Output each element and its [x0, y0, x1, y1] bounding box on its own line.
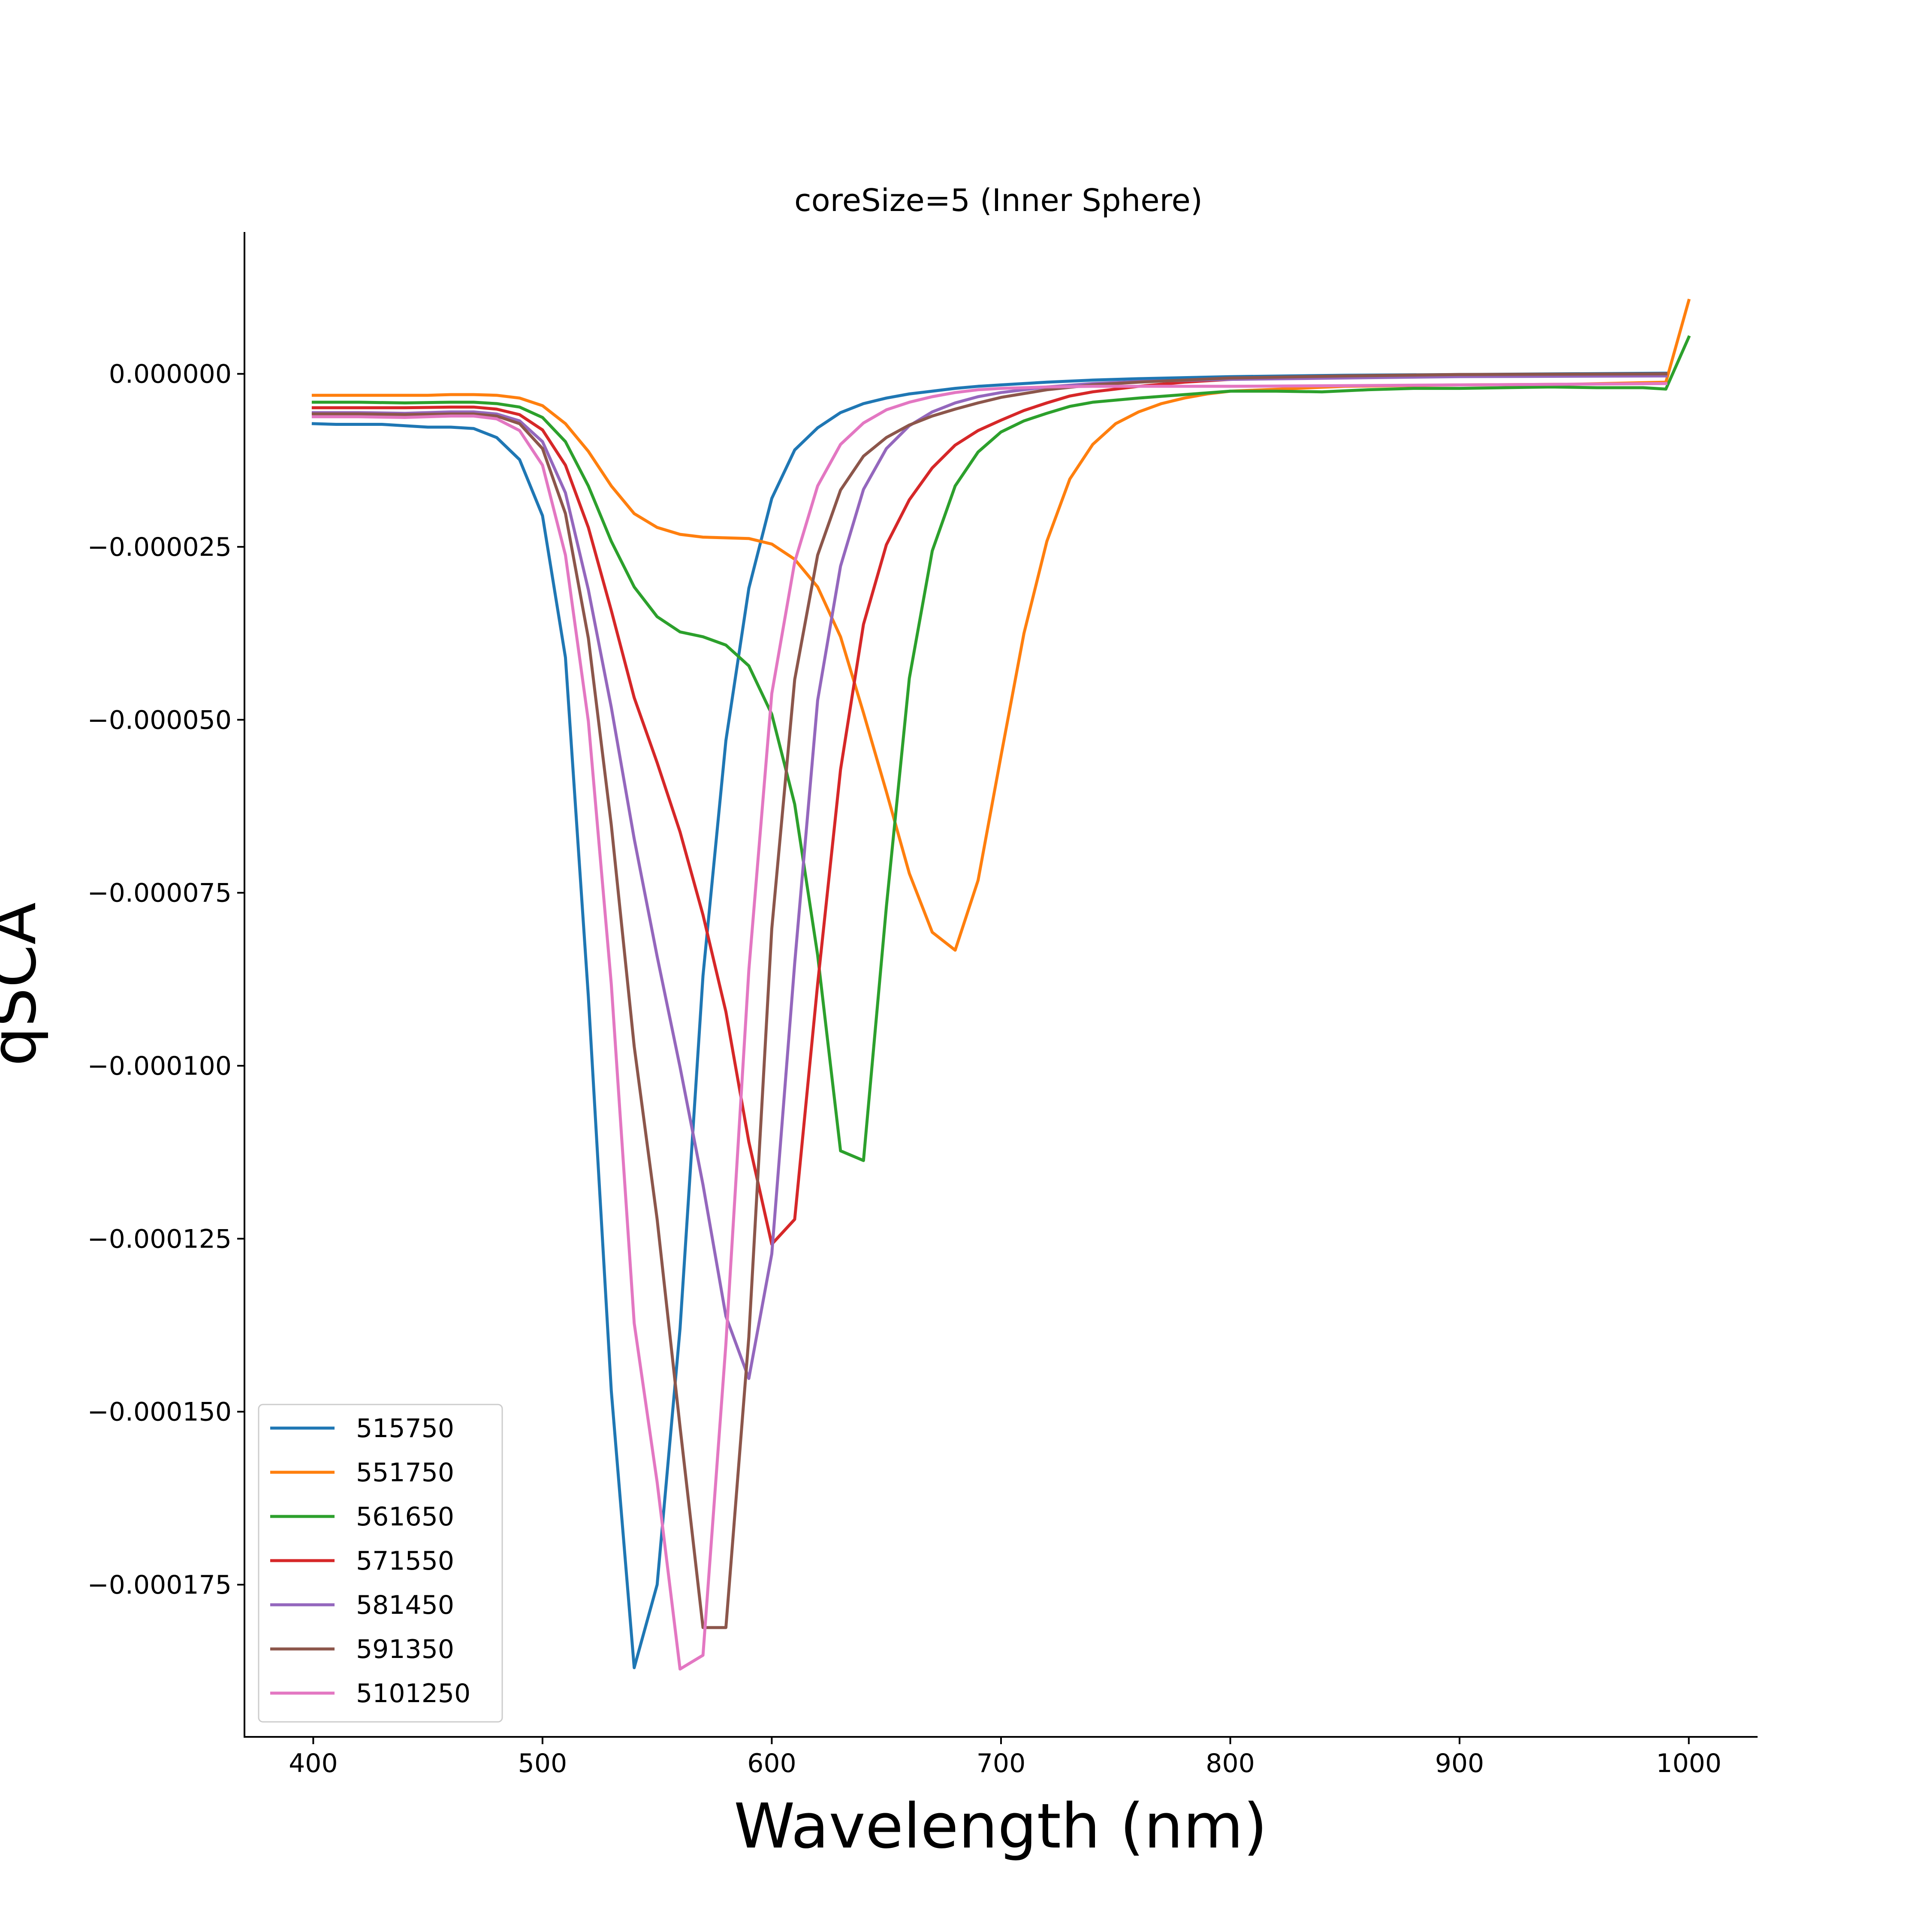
legend-label: 561650: [356, 1502, 454, 1532]
x-tick-label: 800: [1206, 1748, 1255, 1778]
x-ticks: 400 500 600 700 800 900 1000: [289, 1737, 1722, 1778]
x-tick-label: 900: [1435, 1748, 1484, 1778]
y-axis-label: qSCA: [0, 902, 50, 1066]
y-tick-label: 0.000000: [109, 359, 232, 389]
series-line-561650: [311, 335, 1691, 1162]
series-line-551750: [311, 298, 1691, 952]
y-ticks: 0.000000 −0.000025 −0.000050 −0.000075 −0.00…: [87, 359, 244, 1600]
y-tick-label: −0.000075: [87, 878, 232, 908]
legend-label: 515750: [356, 1414, 454, 1444]
x-tick-label: 700: [977, 1748, 1026, 1778]
series-line-5101250: [311, 382, 1668, 1671]
legend-label: 591350: [356, 1634, 454, 1664]
legend: 515750 551750 561650 571550 581450 591350 5101…: [258, 1404, 503, 1723]
x-tick-label: 500: [518, 1748, 567, 1778]
y-tick-label: −0.000150: [87, 1397, 232, 1427]
series-line-571550: [311, 372, 1668, 1246]
y-tick-label: −0.000175: [87, 1570, 232, 1600]
series-line-515750: [311, 371, 1668, 1670]
legend-label: 551750: [356, 1458, 454, 1488]
y-tick-label: −0.000125: [87, 1224, 232, 1254]
legend-label: 571550: [356, 1546, 454, 1576]
chart-title: coreSize=5 (Inner Sphere): [794, 182, 1203, 218]
legend-label: 581450: [356, 1590, 454, 1620]
y-tick-label: −0.000100: [87, 1051, 232, 1081]
y-tick-label: −0.000050: [87, 705, 232, 735]
legend-items: 515750 551750 561650 571550 581450 591350 5101…: [270, 1414, 470, 1709]
y-tick-label: −0.000025: [87, 532, 232, 562]
legend-frame: [258, 1404, 503, 1723]
x-axis-label: Wavelength (nm): [734, 1790, 1267, 1862]
legend-label: 5101250: [356, 1679, 470, 1709]
series-group: [311, 298, 1691, 1671]
x-tick-label: 1000: [1656, 1748, 1722, 1778]
x-tick-label: 600: [747, 1748, 796, 1778]
x-tick-label: 400: [289, 1748, 338, 1778]
